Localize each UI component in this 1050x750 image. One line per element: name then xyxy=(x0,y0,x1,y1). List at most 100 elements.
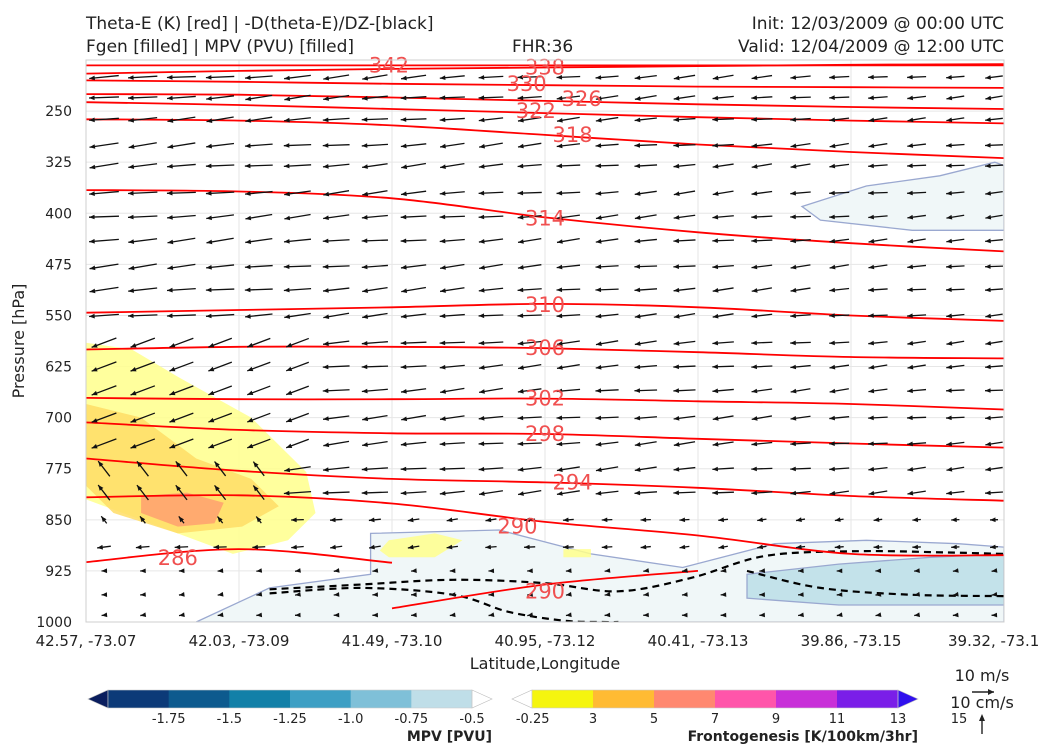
wind-vector-head xyxy=(712,117,718,122)
wind-vector-head xyxy=(128,239,135,244)
frontogenesis-colorbar-outline xyxy=(531,689,899,709)
wind-vector-head xyxy=(401,288,408,293)
wind-vector-head xyxy=(128,214,134,220)
wind-vector-head xyxy=(595,117,602,123)
wind-vector-head xyxy=(829,74,835,80)
wind-vector-head xyxy=(179,592,185,597)
wind-vector-head xyxy=(361,341,368,346)
wind-vector-head xyxy=(137,461,143,468)
mpv-colorbar-tick-label: -1.75 xyxy=(152,712,186,727)
wind-vector-head xyxy=(440,416,446,421)
wind-vector-head xyxy=(401,191,407,197)
wind-vector-head xyxy=(712,364,718,370)
wind-vector-head xyxy=(485,544,491,550)
wind-vector-head xyxy=(245,314,251,319)
wind-vector-head xyxy=(208,366,215,372)
wind-vector-head xyxy=(595,415,602,421)
wind-vector-head xyxy=(946,190,952,196)
wind-vector-head xyxy=(907,117,914,123)
wind-vector-head xyxy=(322,143,329,148)
wind-vector-head xyxy=(990,517,996,523)
frontogenesis-colorbar-title: Frontogenesis [K/100km/3hr] xyxy=(688,729,918,745)
wind-vector-head xyxy=(169,390,176,396)
frontogenesis-colorbar-segment xyxy=(532,690,594,708)
wind-vector-head xyxy=(985,214,992,220)
x-axis-ticks: 42.57, -73.07 42.03, -73.09 41.49, -73.10 4… xyxy=(36,632,1040,650)
wind-vector-head xyxy=(790,117,796,122)
wind-vector-head xyxy=(985,388,991,393)
wind-vector-head xyxy=(673,143,679,148)
wind-vector-head xyxy=(214,461,220,468)
theta-e-label-290: 290 xyxy=(497,515,537,539)
wind-vector-head xyxy=(712,164,719,169)
wind-vector-head xyxy=(643,592,650,597)
wind-vector-head xyxy=(439,75,446,80)
wind-vector-head xyxy=(673,95,680,101)
wind-vector-head xyxy=(712,466,718,472)
wind-vector-head xyxy=(720,568,727,573)
wind-vector-head xyxy=(946,143,952,148)
frontogenesis-colorbar-tick-label: 13 xyxy=(890,712,907,727)
mpv-colorbar-segment xyxy=(108,690,170,708)
wind-vector-head xyxy=(488,592,495,597)
wind-vector-head xyxy=(604,568,611,573)
wind-vector-head xyxy=(284,96,291,102)
wind-vector-head xyxy=(283,287,290,293)
frontogenesis-colorbar-tick-label: 11 xyxy=(829,712,846,727)
wind-vector-head xyxy=(206,118,213,123)
wind-vector-head xyxy=(640,544,647,550)
wind-scale-vertical-label: 10 cm/s xyxy=(950,693,1014,712)
wind-vector-head xyxy=(128,288,134,293)
wind-vector-head xyxy=(595,441,602,447)
wind-vector-head xyxy=(130,444,137,449)
wind-vector-head xyxy=(712,95,719,101)
wind-vector-head xyxy=(985,143,991,148)
wind-vector-head xyxy=(361,466,368,472)
wind-vector-head xyxy=(673,314,680,319)
wind-vector-head xyxy=(798,612,804,618)
wind-vector-head xyxy=(283,490,290,496)
wind-vector-head xyxy=(720,612,727,618)
wind-vector-head xyxy=(97,544,103,550)
wind-vector-head xyxy=(751,117,757,122)
theta-e-contour-286 xyxy=(86,548,393,564)
wind-vector-head xyxy=(169,418,176,423)
wind-vector-head xyxy=(140,516,146,523)
wind-vector-head xyxy=(400,441,407,447)
wind-scale-horizontal-label: 10 m/s xyxy=(955,666,1010,685)
init-time: Init: 12/03/2009 @ 00:00 UTC xyxy=(751,14,1004,34)
mpv-colorbar-segment xyxy=(229,690,291,708)
wind-vector-head xyxy=(946,214,953,220)
theta-e-label-314: 314 xyxy=(525,207,565,231)
wind-vector-head xyxy=(411,592,417,597)
wind-vector-head xyxy=(914,568,920,573)
theta-e-label-338: 338 xyxy=(525,55,565,79)
wind-vector-head xyxy=(946,441,952,447)
wind-vector-head xyxy=(91,418,98,423)
theta-e-label-318: 318 xyxy=(552,123,592,147)
wind-vector-head xyxy=(527,612,534,617)
wind-vector-head xyxy=(439,313,446,319)
wind-vector-head xyxy=(751,490,757,496)
wind-vector-head xyxy=(478,466,485,472)
wind-vector-head xyxy=(829,214,835,220)
wind-vector-head xyxy=(439,441,446,447)
wind-vector-head xyxy=(245,118,252,123)
frontogenesis-colorbar: 3 5 7 9 11 13 15 xyxy=(511,689,967,727)
wind-vector-head xyxy=(790,490,797,496)
wind-vector-head xyxy=(985,163,991,169)
theta-e-label-322: 322 xyxy=(516,99,556,123)
wind-vector-head xyxy=(478,441,485,447)
theta-e-label-310: 310 xyxy=(525,293,565,317)
wind-vector-head xyxy=(868,466,875,472)
wind-vector-head xyxy=(562,544,569,550)
frontogenesis-region xyxy=(141,492,224,527)
frontogenesis-colorbar-extend-low xyxy=(511,689,533,709)
wind-vector-head xyxy=(556,264,563,270)
wind-vector-head xyxy=(517,415,524,421)
frontogenesis-colorbar-segment xyxy=(776,690,838,708)
wind-vector-head xyxy=(400,490,407,496)
wind-vector-head xyxy=(89,191,95,196)
wind-vector-head xyxy=(868,490,875,496)
wind-vector-head xyxy=(400,340,407,346)
